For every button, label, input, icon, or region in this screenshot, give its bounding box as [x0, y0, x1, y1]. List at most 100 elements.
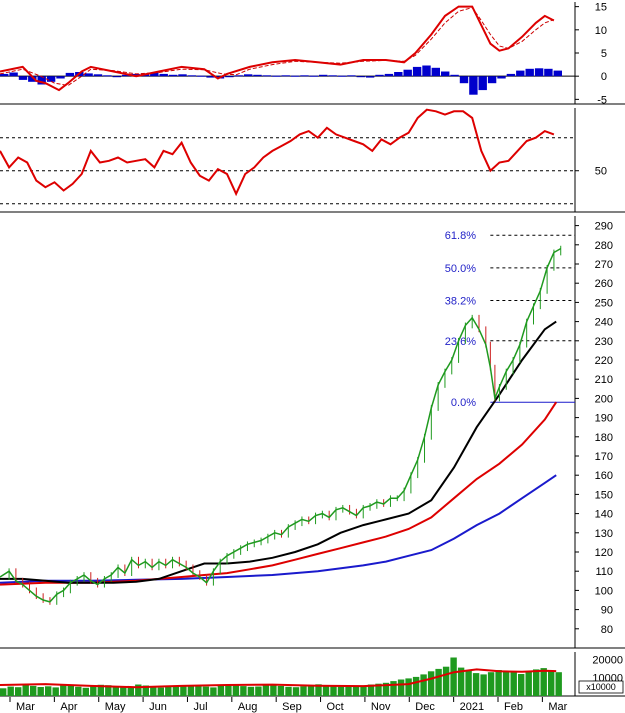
macd-histogram-bar — [122, 74, 131, 77]
price-tick-label: 240 — [595, 317, 613, 329]
macd-signal-line — [0, 7, 555, 87]
macd-histogram-bar — [187, 75, 197, 77]
fib-level-label: 38.2% — [445, 295, 476, 307]
macd-histogram-bar — [197, 75, 206, 77]
volume-bar — [202, 686, 210, 696]
volume-bar — [165, 687, 172, 696]
price-tick-label: 230 — [595, 336, 613, 348]
price-close-line — [0, 247, 562, 603]
macd-tick-label: 0 — [601, 71, 607, 83]
volume-bar — [217, 685, 225, 696]
volume-bar — [7, 686, 14, 696]
macd-histogram-bar — [65, 72, 75, 77]
volume-tick-label: 20000 — [592, 654, 623, 666]
volume-bar — [322, 685, 330, 696]
volume-bar — [548, 670, 555, 696]
volume-bar — [157, 687, 164, 696]
volume-bar — [495, 670, 502, 696]
volume-bar — [457, 667, 465, 696]
price-tick-label: 80 — [601, 624, 613, 636]
volume-bar — [270, 684, 277, 696]
macd-histogram-bar — [93, 74, 103, 77]
volume-ma-line — [0, 668, 557, 689]
volume-bar — [225, 684, 232, 696]
macd-histogram-bar — [272, 75, 281, 77]
macd-histogram-bar — [450, 74, 459, 77]
macd-histogram-bar — [459, 76, 469, 84]
price-tick-label: 180 — [595, 432, 613, 444]
month-label: Mar — [548, 701, 567, 713]
volume-bar — [277, 685, 285, 696]
volume-bar — [180, 685, 187, 696]
volume-bar — [510, 672, 517, 696]
macd-histogram-bar — [487, 76, 497, 84]
volume-bar — [405, 678, 412, 696]
macd-histogram-bar — [0, 73, 9, 77]
macd-histogram-bar — [497, 76, 506, 79]
macd-histogram-bar — [244, 74, 253, 77]
volume-bar — [307, 685, 315, 696]
month-label: Jul — [193, 701, 207, 713]
macd-histogram-bar — [441, 71, 450, 77]
macd-histogram-bar — [46, 76, 56, 82]
volume-bar — [105, 685, 112, 696]
macd-histogram-bar — [262, 75, 272, 77]
volume-bar — [435, 668, 442, 696]
month-label: Oct — [327, 701, 344, 713]
volume-bar — [465, 670, 472, 696]
price-tick-label: 250 — [595, 297, 613, 309]
volume-bar — [337, 686, 345, 696]
fib-level-label: 0.0% — [451, 397, 476, 409]
price-tick-label: 110 — [595, 566, 613, 578]
month-label: Feb — [504, 701, 523, 713]
volume-bar — [195, 686, 202, 696]
volume-bar — [518, 674, 525, 696]
volume-bar — [390, 681, 397, 696]
volume-bar — [90, 685, 97, 696]
price-panel: 290 280 270 260 250 240 230 220 210 200 190 180 170 1… — [0, 216, 625, 649]
volume-bar — [262, 685, 270, 696]
price-tick-label: 140 — [595, 509, 613, 521]
macd-histogram-bar — [394, 72, 403, 77]
rsi-tick-label: 50 — [595, 166, 607, 178]
volume-bar — [142, 685, 149, 696]
fib-level-label: 61.8% — [445, 230, 476, 242]
price-tick-label: 220 — [595, 355, 613, 367]
volume-bar — [60, 684, 67, 696]
month-label: Aug — [238, 701, 258, 713]
macd-histogram-bar — [168, 74, 178, 77]
volume-bar — [255, 686, 262, 696]
volume-bar — [420, 674, 427, 696]
macd-histogram-bar — [403, 69, 412, 77]
month-label: 2021 — [460, 701, 484, 713]
macd-histogram-bar — [319, 74, 328, 77]
macd-line — [0, 5, 555, 92]
fib-level-label: 50.0% — [445, 263, 476, 275]
volume-bar — [127, 686, 134, 696]
price-tick-label: 210 — [595, 374, 613, 386]
price-tick-label: 280 — [595, 240, 613, 252]
macd-tick-label: 5 — [601, 48, 607, 60]
macd-histogram-bar — [9, 72, 18, 77]
price-tick-label: 100 — [595, 585, 613, 597]
volume-bar — [97, 684, 104, 696]
price-tick-label: 90 — [601, 605, 613, 617]
volume-bar — [360, 685, 367, 696]
volume-bar — [37, 687, 44, 696]
macd-histogram-bar — [516, 70, 525, 77]
price-tick-label: 290 — [595, 221, 613, 233]
volume-bar — [135, 684, 142, 696]
macd-histogram-bar — [103, 75, 112, 77]
macd-tick-label: 15 — [595, 2, 607, 14]
macd-histogram-bar — [469, 76, 478, 95]
macd-histogram-bar — [422, 65, 431, 77]
fib-level-label: 23.6% — [445, 336, 476, 348]
volume-bar — [397, 679, 405, 696]
macd-histogram-bar — [356, 76, 365, 78]
volume-bar — [210, 687, 217, 696]
macd-histogram-bar — [253, 74, 262, 77]
volume-bar — [187, 685, 195, 696]
macd-tick-label: -5 — [597, 94, 607, 106]
